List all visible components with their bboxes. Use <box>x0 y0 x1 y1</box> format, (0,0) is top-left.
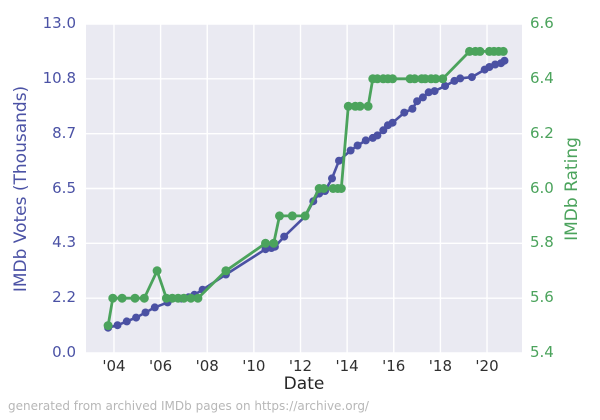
right-axis-tick: 6.0 <box>530 178 554 197</box>
imdb-votes-thousands-marker <box>418 93 427 102</box>
imdb-rating-marker <box>336 184 346 193</box>
plot-area <box>86 24 522 353</box>
imdb-rating-marker <box>139 293 149 303</box>
imdb-rating-marker <box>186 293 196 303</box>
imdb-votes-thousands-marker <box>430 87 439 96</box>
x-axis-title: Date <box>283 374 325 394</box>
imdb-rating-marker <box>363 101 373 111</box>
x-axis-tick: '06 <box>149 357 173 375</box>
right-axis-title: IMDb Rating <box>562 137 582 241</box>
imdb-rating-marker <box>498 46 508 56</box>
imdb-rating-marker <box>221 266 231 276</box>
imdb-votes-thousands-marker <box>141 308 150 317</box>
imdb-votes-thousands-marker <box>335 156 343 165</box>
imdb-votes-thousands-marker <box>150 303 159 312</box>
imdb-rating-marker <box>438 74 448 84</box>
left-axis-tick: 4.3 <box>52 233 76 252</box>
left-axis-title: IMDb Votes (Thousands) <box>11 85 31 293</box>
imdb-votes-thousands-marker <box>113 321 122 330</box>
imdb-votes-thousands-marker <box>456 74 465 83</box>
x-axis-tick: '10 <box>242 357 266 375</box>
imdb-rating-marker <box>319 184 329 193</box>
imdb-votes-thousands-marker <box>280 232 289 241</box>
imdb-votes-thousands-marker <box>361 136 370 145</box>
imdb-votes-thousands-marker <box>373 131 382 140</box>
imdb-rating-marker <box>410 74 420 84</box>
imdb-votes-thousands-marker <box>388 118 397 127</box>
x-axis-tick: '08 <box>195 357 219 375</box>
imdb-votes-thousands-marker <box>413 97 422 106</box>
left-axis-tick: 10.8 <box>42 68 76 87</box>
imdb-rating-marker <box>130 293 140 303</box>
x-axis-tick: '18 <box>428 357 452 375</box>
imdb-rating-marker <box>269 238 279 248</box>
x-axis-tick: '14 <box>335 357 359 375</box>
right-axis-tick: 5.4 <box>530 343 554 361</box>
imdb-rating-marker <box>261 238 270 248</box>
imdb-rating-marker <box>117 293 127 303</box>
right-axis-tick: 6.2 <box>530 123 554 142</box>
imdb-rating-marker <box>287 211 297 221</box>
x-axis-tick: '04 <box>102 357 126 375</box>
imdb-rating-marker <box>103 321 113 331</box>
right-axis-tick: 5.6 <box>530 288 554 307</box>
imdb-rating-marker <box>388 74 398 84</box>
imdb-votes-thousands-marker <box>346 146 355 155</box>
x-axis-tick: '12 <box>288 357 313 375</box>
imdb-rating-marker <box>431 74 441 84</box>
imdb-votes-thousands-marker <box>441 82 450 90</box>
imdb-votes-thousands-marker <box>122 317 131 326</box>
imdb-votes-thousands-marker <box>353 141 362 150</box>
right-axis-tick: 5.8 <box>530 233 554 252</box>
left-axis-tick: 13.0 <box>42 14 76 32</box>
imdb-rating-marker <box>275 211 284 221</box>
source-attribution-text: generated from archived IMDb pages on ht… <box>8 399 369 413</box>
imdb-rating-marker <box>193 293 203 303</box>
x-axis-tick: '20 <box>475 357 499 375</box>
imdb-votes-thousands-marker <box>408 104 417 113</box>
imdb-votes-thousands-line <box>106 59 506 329</box>
imdb-votes-thousands-marker <box>379 126 388 135</box>
right-axis-tick: 6.6 <box>530 14 554 32</box>
left-axis-tick: 2.2 <box>52 288 76 307</box>
imdb-votes-thousands-marker <box>500 56 509 65</box>
imdb-rating-marker <box>355 101 365 111</box>
imdb-votes-thousands-marker <box>132 313 141 322</box>
imdb-rating-marker <box>179 293 189 303</box>
imdb-rating-marker <box>152 266 162 276</box>
imdb-rating-marker <box>475 46 485 56</box>
x-axis-tick: '16 <box>382 357 406 375</box>
left-axis-tick: 8.7 <box>52 123 76 142</box>
right-axis-tick: 6.4 <box>530 68 554 87</box>
line-chart-svg <box>86 24 522 353</box>
left-axis-tick: 0.0 <box>52 343 76 361</box>
imdb-rating-marker <box>300 211 310 221</box>
imdb-votes-thousands-marker <box>400 108 409 117</box>
imdb-rating-marker <box>343 101 353 111</box>
left-axis-tick: 6.5 <box>52 178 76 197</box>
imdb-rating-marker <box>108 293 118 303</box>
imdb-votes-thousands-marker <box>467 73 476 82</box>
imdb-votes-thousands-marker <box>328 174 336 183</box>
